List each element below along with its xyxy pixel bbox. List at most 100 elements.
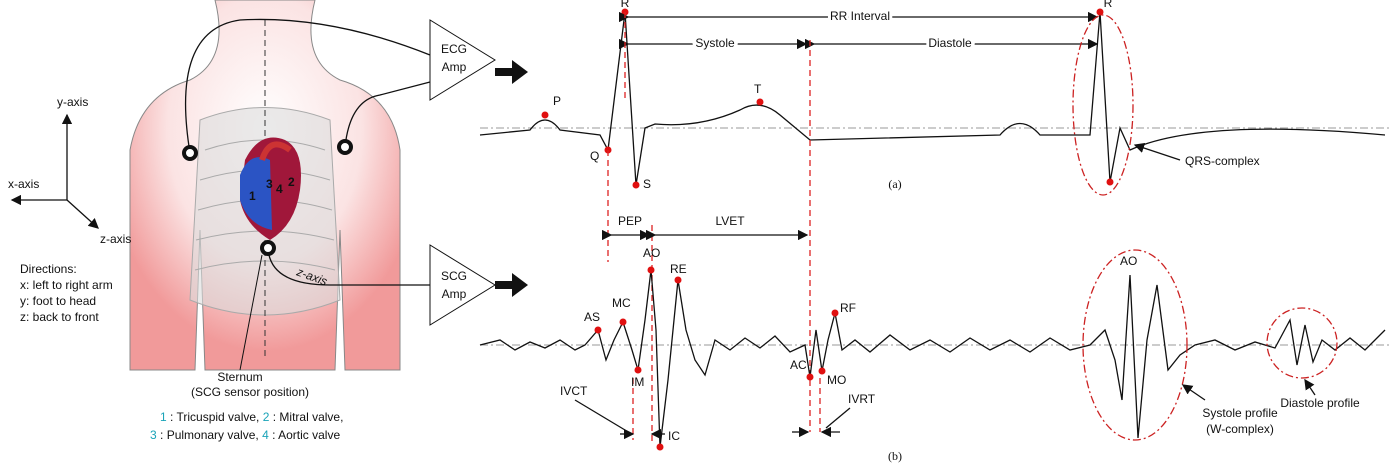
electrodes [337,139,353,155]
electrodes [260,240,276,256]
amp [429,19,496,101]
legend-text: : Mitral valve, [269,410,343,424]
point-label: Q [590,149,599,163]
diastole-label: Diastole profile [1280,396,1360,410]
scg-points [656,443,664,451]
amp-label: Amp [442,287,467,301]
systole-label: (W-complex) [1206,422,1274,436]
heart-number: 3 [266,177,273,191]
systole-label: Systole profile [1202,406,1278,420]
ivct-pointer [574,399,626,431]
legend: 3 : Pulmonary valve, 4 : Aortic valve [150,428,340,442]
legend-number: 4 [262,428,269,442]
axis-label: z-axis [100,232,131,246]
systole-ellipse [1082,249,1188,441]
heart [240,137,301,240]
amp-label: Amp [442,60,467,74]
electrodes [182,139,353,256]
figure [574,399,851,440]
point-label: AC [790,358,807,372]
electrodes [182,145,198,161]
qrs-pointer [1133,142,1181,161]
directions: y: foot to head [20,294,96,308]
point-label: IM [631,375,644,389]
point-label: R [621,0,630,10]
point-label: MC [612,296,631,310]
sternum: (SCG sensor position) [191,385,309,399]
scg-points [634,366,642,374]
legend-text: : Pulmonary valve, [157,428,262,442]
interval-label: IVRT [848,392,876,406]
point-label: P [553,94,561,108]
scg-points [619,318,627,326]
interval-label: PEP [618,214,642,228]
axis-label: y-axis [57,95,88,109]
caption: (a) [888,177,901,191]
sternum: Sternum [217,370,262,384]
legend-number: 1 [160,410,167,424]
ecg-points [541,111,549,119]
scg-points [647,266,655,274]
wire [267,247,430,286]
amp [429,244,496,326]
ecg-points [632,181,640,189]
interval-label: Diastole [928,36,972,50]
legend-text: : Aortic valve [269,428,341,442]
heart-number: 4 [276,182,283,196]
heart [259,141,292,162]
directions: Directions: [20,262,77,276]
axis-label: x-axis [8,177,39,191]
diastole-circle [1266,307,1338,379]
amp-label: SCG [441,269,467,283]
interval-label: IVCT [560,384,588,398]
amp-arrow [495,273,528,297]
point-label: S [643,177,651,191]
point-label: MO [827,373,846,387]
point-label: AO [1120,254,1137,268]
heart-number: 2 [288,175,295,189]
interval-label: Systole [695,36,735,50]
legend: 1 : Tricuspid valve, 2 : Mitral valve, [160,410,343,424]
point-label: RE [670,262,687,276]
point-label: IC [668,429,680,443]
legend-text: : Tricuspid valve, [167,410,263,424]
scg-points [594,326,602,334]
interval-label: RR Interval [830,9,890,23]
point-label: T [754,82,762,96]
wire [184,18,431,154]
caption: (b) [888,449,902,463]
amp-arrow [495,60,528,84]
heart-number: 1 [249,189,256,203]
scg-wave [479,269,1386,448]
ecg-points [1106,178,1114,186]
qrs-ellipse [1072,14,1134,196]
directions: x: left to right arm [20,278,113,292]
ivrt-pointer [825,407,851,429]
point-label: R [1104,0,1113,10]
wire [344,81,431,148]
directions: z: back to front [20,310,99,324]
ecg-points [756,98,764,106]
qrs-label: QRS-complex [1185,154,1260,168]
figure: Directions: x: left to right arm y: foot… [20,262,113,324]
axes [66,199,99,229]
legend-number: 2 [263,410,270,424]
point-label: RF [840,301,856,315]
ecg-points [541,8,1114,189]
diastole-pointer [1304,378,1316,396]
interval-label: LVET [715,214,745,228]
ecg-wave [479,11,1386,186]
scg-points [594,266,839,451]
point-label: AO [643,246,660,260]
scg-points [818,367,826,375]
axes [10,113,99,229]
legend-number: 3 [150,428,157,442]
heart [240,157,272,230]
scg-points [831,309,839,317]
figure: 1 2 3 4 [249,175,295,203]
figure [618,11,1099,50]
sternum-pointer [239,254,263,371]
systole-pointer [1181,384,1206,401]
point-label: AS [584,310,600,324]
